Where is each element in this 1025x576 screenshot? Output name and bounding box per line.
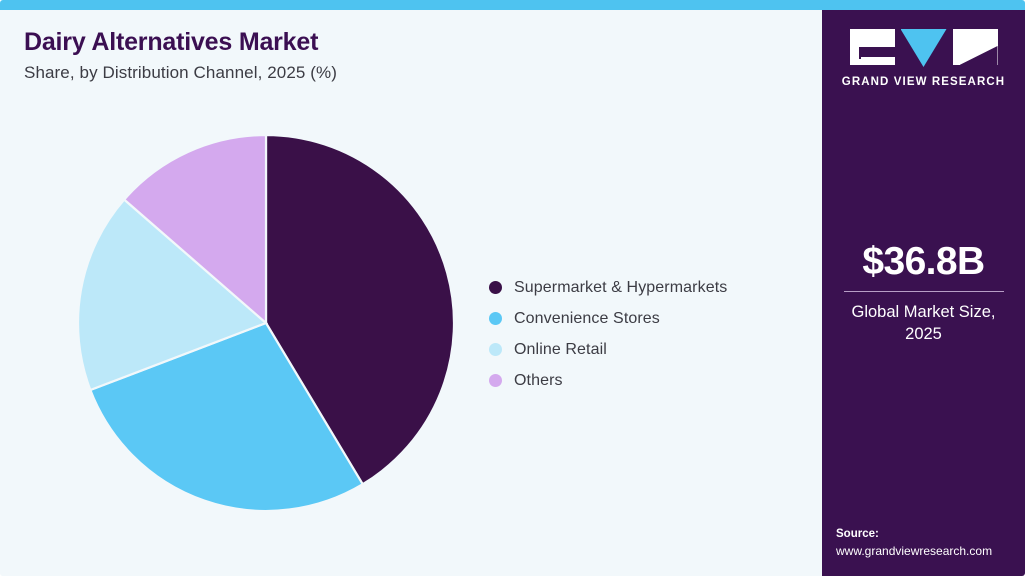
stat-divider xyxy=(843,291,1004,292)
legend-item[interactable]: Supermarket & Hypermarkets xyxy=(489,272,789,303)
market-size-value: $36.8B xyxy=(862,240,985,283)
source-heading: Source: xyxy=(836,527,879,540)
top-accent-strip xyxy=(0,0,1025,10)
page-title: Dairy Alternatives Market xyxy=(24,28,319,56)
legend-item-label: Convenience Stores xyxy=(514,309,660,327)
legend-item-label: Online Retail xyxy=(514,340,607,358)
legend-item-label: Supermarket & Hypermarkets xyxy=(514,278,728,296)
pie-slice[interactable] xyxy=(76,198,269,392)
pie-chart xyxy=(68,125,464,521)
pie-slice[interactable] xyxy=(122,133,268,326)
brand-logo: GRAND VIEW RESEARCH xyxy=(822,29,1025,88)
pie-slice[interactable] xyxy=(88,321,365,513)
pie-slice-group xyxy=(76,133,456,513)
legend-item[interactable]: Others xyxy=(489,365,789,396)
logo-letter-g-icon xyxy=(849,29,895,65)
logo-letter-v-icon xyxy=(900,29,947,67)
chart-legend: Supermarket & Hypermarkets Convenience S… xyxy=(489,272,789,396)
legend-item-label: Others xyxy=(514,371,563,389)
source-block: Source: www.grandviewresearch.com xyxy=(836,526,1025,560)
legend-swatch-icon xyxy=(489,312,502,325)
pie-slice[interactable] xyxy=(264,133,456,486)
brand-wordmark: GRAND VIEW RESEARCH xyxy=(841,76,1006,88)
legend-item[interactable]: Convenience Stores xyxy=(489,303,789,334)
source-url[interactable]: www.grandviewresearch.com xyxy=(836,544,993,559)
legend-swatch-icon xyxy=(489,374,502,387)
page-subtitle: Share, by Distribution Channel, 2025 (%) xyxy=(24,62,337,82)
logo-letter-r-icon xyxy=(952,29,998,65)
legend-swatch-icon xyxy=(489,281,502,294)
gvr-logo-icon xyxy=(822,29,1025,67)
legend-item[interactable]: Online Retail xyxy=(489,334,789,365)
brand-panel: GRAND VIEW RESEARCH $36.8B Global Market… xyxy=(822,10,1025,576)
pie-chart-svg xyxy=(76,133,456,513)
legend-swatch-icon xyxy=(489,343,502,356)
market-size-stat: $36.8B Global Market Size, 2025 xyxy=(822,242,1025,346)
market-size-label: Global Market Size, 2025 xyxy=(851,303,996,344)
chart-panel: Dairy Alternatives Market Share, by Dist… xyxy=(0,10,822,576)
title-block: Dairy Alternatives Market Share, by Dist… xyxy=(24,28,784,83)
